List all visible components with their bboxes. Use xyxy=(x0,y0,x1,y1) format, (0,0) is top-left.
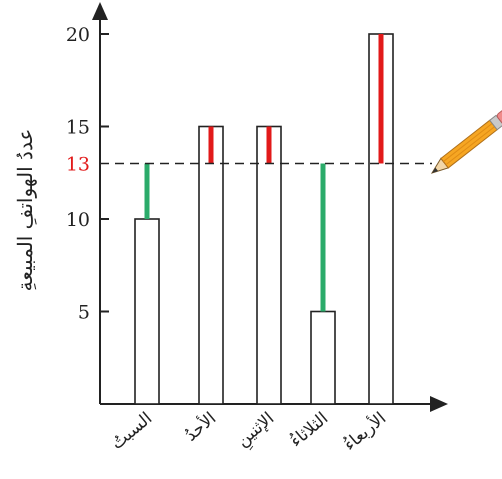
pencil-icon xyxy=(430,109,502,174)
y-ticks: 5 10 15 20 xyxy=(66,24,109,324)
category-labels: السبتُ الأحدُ الإثنينِ الثلاثاءُ الأربعاءُ xyxy=(107,408,390,455)
reference-line-label: 13 xyxy=(66,154,90,176)
category-label-3: الثلاثاءُ xyxy=(286,409,332,452)
bar-0 xyxy=(134,218,160,405)
bars xyxy=(134,33,394,405)
category-label-4: الأربعاءُ xyxy=(339,408,390,455)
bar-1 xyxy=(198,125,224,405)
reference-line-group: 13 xyxy=(66,154,432,176)
y-axis-title: عددُ الهواتفِ المبيعةِ xyxy=(13,129,37,292)
category-label-0: السبتُ xyxy=(107,409,156,454)
category-label-2: الإثنينِ xyxy=(233,409,280,454)
y-tick-label-15: 15 xyxy=(66,117,90,139)
bar-3 xyxy=(310,310,336,405)
y-tick-label-20: 20 xyxy=(66,24,90,46)
bar-2 xyxy=(256,125,282,405)
category-label-1: الأحدُ xyxy=(181,408,220,446)
y-tick-label-10: 10 xyxy=(66,209,90,231)
y-tick-label-5: 5 xyxy=(78,302,90,324)
